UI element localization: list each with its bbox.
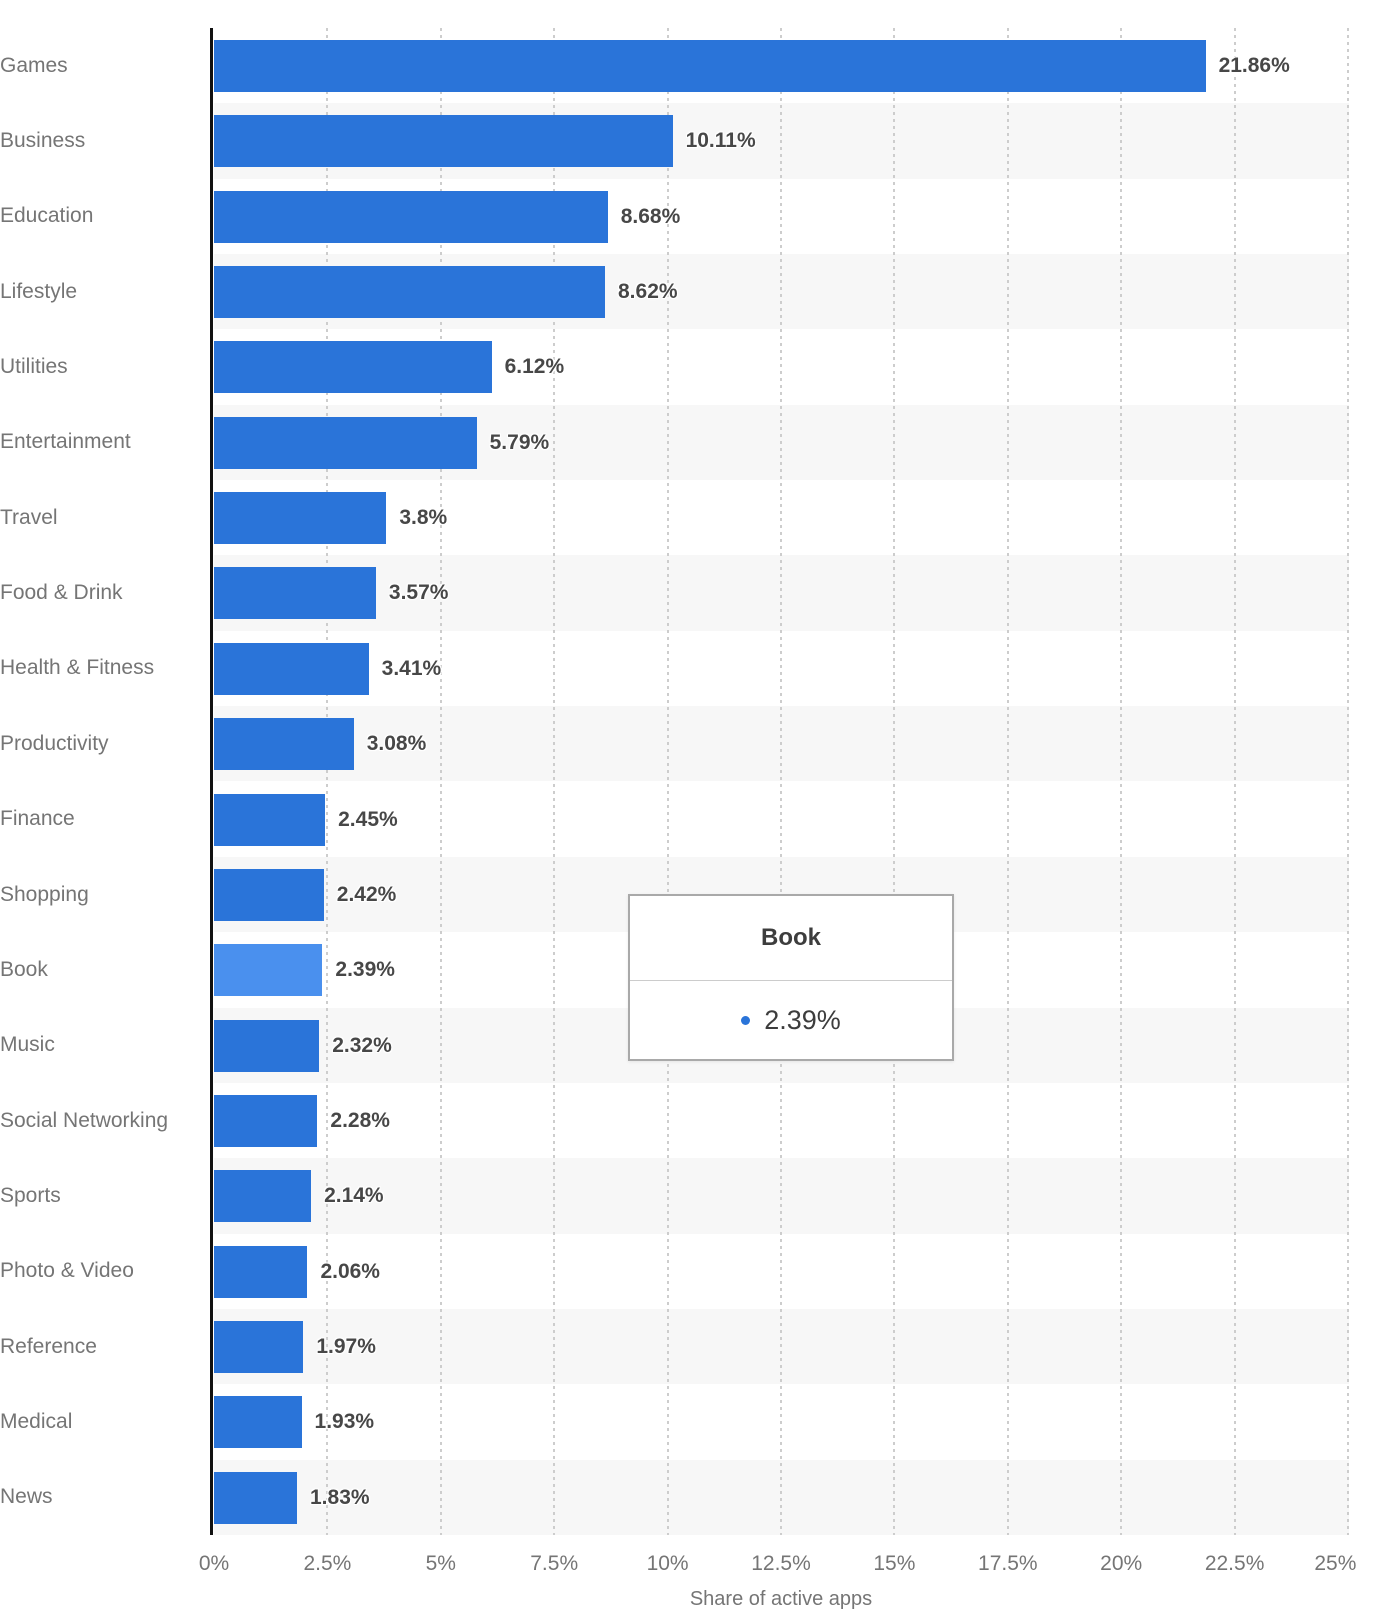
category-label: Entertainment [0, 430, 131, 454]
category-label: Finance [0, 807, 75, 831]
category-label: Reference [0, 1334, 97, 1358]
value-label: 8.68% [620, 204, 681, 228]
y-axis-line [210, 28, 213, 1535]
bar-utilities[interactable] [214, 341, 492, 394]
value-label: 3.57% [388, 581, 449, 605]
gridline [326, 28, 329, 1535]
category-label: Productivity [0, 731, 109, 755]
category-label: Travel [0, 505, 58, 529]
gridline [1120, 28, 1123, 1535]
value-label: 3.8% [399, 506, 448, 530]
x-tick-label: 2.5% [303, 1552, 352, 1575]
category-label: Photo & Video [0, 1259, 134, 1283]
category-label: Social Networking [0, 1108, 169, 1132]
gridline [1347, 28, 1349, 1535]
value-label: 1.83% [310, 1485, 370, 1509]
bar-medical[interactable] [214, 1396, 302, 1449]
x-tick-label: 10% [646, 1552, 689, 1575]
value-label: 2.06% [320, 1259, 380, 1283]
bar-sports[interactable] [214, 1170, 312, 1223]
value-label: 2.45% [338, 807, 398, 831]
x-tick-label: 12.5% [751, 1552, 811, 1575]
category-label: Business [0, 129, 86, 153]
x-tick-label: 15% [873, 1552, 916, 1575]
value-label: 2.42% [336, 882, 397, 906]
bar-travel[interactable] [214, 492, 387, 545]
category-label: Sports [0, 1183, 61, 1207]
gridline [439, 28, 442, 1535]
bar-book[interactable] [214, 944, 323, 997]
value-label: 2.14% [324, 1184, 384, 1208]
value-label: 1.93% [314, 1410, 375, 1434]
gridline [780, 28, 782, 1535]
tooltip-title: Book [761, 924, 821, 951]
x-tick-label: 7.5% [530, 1552, 579, 1575]
value-label: 5.79% [489, 430, 550, 454]
value-label: 8.62% [618, 280, 678, 304]
category-label: Education [0, 204, 94, 228]
tooltip: Book 2.39% [628, 894, 954, 1061]
bar-entertainment[interactable] [214, 416, 477, 469]
value-label: 3.08% [366, 732, 427, 756]
tooltip-value: 2.39% [764, 1004, 841, 1035]
x-tick-label: 20% [1100, 1552, 1143, 1575]
category-label: Music [0, 1033, 55, 1057]
gridline [666, 28, 669, 1535]
category-label: Health & Fitness [0, 656, 155, 680]
bar-lifestyle[interactable] [214, 266, 605, 319]
gridline [553, 28, 556, 1535]
value-label: 10.11% [685, 129, 756, 153]
category-label: Shopping [0, 882, 89, 906]
gridline [1006, 28, 1009, 1535]
bar-photo-video[interactable] [214, 1245, 308, 1298]
value-label: 2.39% [335, 958, 395, 982]
bar-games[interactable] [214, 40, 1206, 92]
bar-health-fitness[interactable] [214, 642, 369, 695]
value-label: 1.97% [316, 1334, 376, 1358]
x-axis-title: Share of active apps [689, 1588, 873, 1610]
gridline [1233, 28, 1236, 1535]
x-tick-label: 0% [198, 1552, 230, 1575]
gridline [893, 28, 896, 1535]
bar-food-drink[interactable] [214, 567, 376, 620]
category-label: Medical [0, 1409, 73, 1433]
category-label: Utilities [0, 355, 68, 379]
series-dot-icon [741, 1015, 751, 1025]
bar-reference[interactable] [214, 1320, 304, 1373]
value-label: 3.41% [381, 656, 442, 680]
bar-education[interactable] [214, 190, 608, 243]
value-label: 2.28% [330, 1108, 390, 1132]
bar-music[interactable] [214, 1019, 320, 1072]
bar-finance[interactable] [214, 793, 326, 846]
category-label: Book [0, 957, 48, 981]
tooltip-value-row: 2.39% [630, 981, 952, 1059]
x-tick-label: 5% [425, 1552, 456, 1575]
x-tick-label: 22.5% [1204, 1552, 1265, 1575]
bar-business[interactable] [214, 115, 673, 168]
tooltip-divider [630, 980, 952, 981]
value-label: 6.12% [504, 355, 565, 379]
bar-social-networking[interactable] [214, 1094, 318, 1147]
bar-shopping[interactable] [214, 868, 324, 921]
category-label: Games [0, 53, 68, 77]
bar-productivity[interactable] [214, 718, 354, 771]
bar-news[interactable] [214, 1471, 297, 1524]
category-label: Lifestyle [0, 279, 78, 303]
x-tick-label: 25% [1314, 1552, 1357, 1575]
x-tick-label: 17.5% [978, 1552, 1038, 1575]
value-label: 21.86% [1218, 54, 1290, 77]
value-label: 2.32% [332, 1033, 392, 1057]
category-label: News [0, 1485, 53, 1509]
category-label: Food & Drink [0, 581, 123, 605]
